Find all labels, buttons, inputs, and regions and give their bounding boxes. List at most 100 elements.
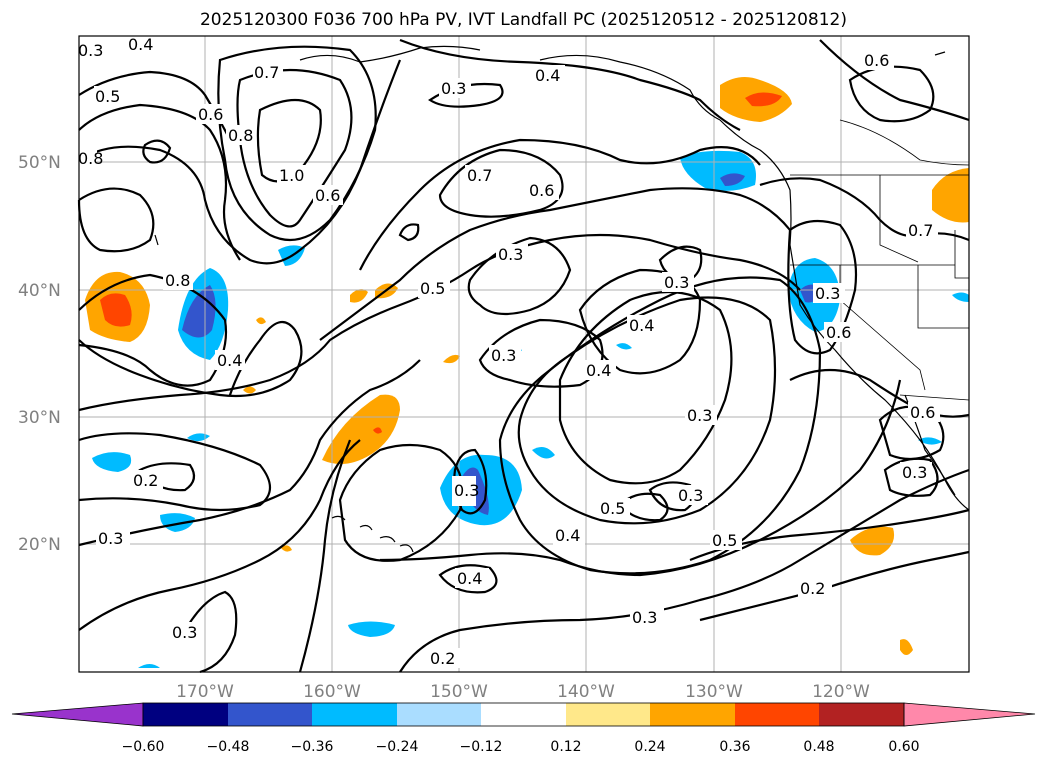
colorbar-tick: 0.60 [888,739,919,755]
lat-label: 50°N [18,153,61,173]
contour-label: 0.6 [315,186,340,205]
colorbar-extend-min [11,702,144,727]
lon-label: 150°W [430,682,488,702]
contour-label: 0.3 [172,623,197,642]
positive-core-west [100,293,132,327]
contour-label: 0.3 [632,608,657,627]
colorbar-segment [397,703,481,726]
negative-patch-6 [532,446,555,459]
negative-patch-2 [160,513,195,532]
contour-label: 0.2 [800,579,825,598]
shading-layer [85,76,969,668]
contour-label: 0.6 [864,51,889,70]
contour-label: 0.2 [133,471,158,490]
contour-label: 0.3 [664,273,689,292]
colorbar-segment [735,703,819,726]
positive-patch-4 [243,386,256,394]
map-title: 2025120300 F036 700 hPa PV, IVT Landfall… [199,10,847,30]
contour-label: 0.6 [529,181,554,200]
lon-label: 160°W [303,682,361,702]
contour-label: 0.5 [712,531,737,550]
positive-core-alaska [745,92,782,107]
positive-patch-6 [281,545,292,552]
lat-label: 40°N [18,281,61,301]
contour-label: 0.3 [491,346,516,365]
colorbar-extend-max [903,702,1036,727]
contour-label: 0.8 [228,126,253,145]
colorbar-segment [312,703,397,726]
contour-label: 0.8 [165,271,190,290]
colorbar-tick: −0.60 [122,739,165,755]
contour-label: 0.4 [586,361,611,380]
negative-patch-3 [348,621,395,637]
colorbar-tick: −0.36 [291,739,334,755]
longitude-axis: 170°W 160°W 150°W 140°W 130°W 120°W [176,682,870,702]
positive-core-center [373,427,382,434]
contour-label: 0.3 [78,41,103,60]
colorbar: −0.60 −0.48 −0.36 −0.24 −0.12 0.12 0.24 … [11,702,1036,755]
contour-label: 1.0 [279,166,304,185]
colorbar-tick: 0.24 [634,739,665,755]
contour-label: 0.5 [600,499,625,518]
colorbar-tick: −0.24 [376,739,419,755]
positive-patch-5 [256,317,266,325]
contour-label: 0.3 [98,529,123,548]
colorbar-segment [650,703,735,726]
negative-patch-11 [952,292,969,302]
contour-label: 0.7 [254,63,279,82]
contour-label: 0.4 [629,316,654,335]
coastlines [129,39,970,553]
lon-label: 170°W [176,682,234,702]
colorbar-tick: −0.12 [460,739,503,755]
contour-label: 0.3 [678,486,703,505]
contour-label: 0.5 [95,87,120,106]
contour-label: 0.4 [128,35,153,54]
negative-core-170w [182,285,216,338]
contour-label: 0.8 [78,149,103,168]
contour-label: 0.3 [441,79,466,98]
contour-label: 0.2 [430,649,455,668]
contour-label: 0.4 [535,66,560,85]
positive-anomaly-baja [850,526,895,556]
contour-label: 0.7 [467,166,492,185]
contour-label: 0.4 [217,351,242,370]
negative-patch-10 [918,437,942,445]
negative-patch-1 [92,452,132,472]
contour-label: 0.3 [454,481,479,500]
negative-patch-9 [187,433,210,442]
latitude-axis: 50°N 40°N 30°N 20°N [18,153,61,555]
contour-label: 0.6 [910,403,935,422]
contour-label: 0.4 [457,569,482,588]
colorbar-segment [819,703,904,726]
contour-label: 0.4 [555,526,580,545]
contour-label: 0.3 [902,463,927,482]
contour-label: 0.3 [815,284,840,303]
colorbar-tick: 0.12 [550,739,581,755]
contour-label: 0.7 [908,221,933,240]
colorbar-segment [228,703,312,726]
negative-patch-5 [138,664,160,668]
negative-core-bc [720,173,745,186]
negative-patch-8 [616,343,632,350]
colorbar-tick: 0.48 [803,739,834,755]
positive-patch-7 [900,639,913,655]
lon-label: 140°W [557,682,615,702]
colorbar-segment [481,703,566,726]
positive-anomaly-center [322,394,400,464]
lat-label: 20°N [18,535,61,555]
colorbar-tick: −0.48 [207,739,250,755]
contour-label: 0.3 [687,406,712,425]
positive-patch-3 [443,354,460,364]
contour-label: 0.6 [826,323,851,342]
positive-anomaly-east [932,168,969,223]
contour-label: 0.3 [498,245,523,264]
contour-label: 0.5 [420,279,445,298]
map-frame [78,35,970,673]
colorbar-tick: 0.36 [719,739,750,755]
lon-label: 130°W [685,682,743,702]
contour-label: 0.6 [198,105,223,124]
contour-labels: 0.3 0.4 0.5 0.7 0.6 0.8 1.0 0.6 0.3 0.4 … [77,35,940,668]
colorbar-segment [566,703,650,726]
lon-label: 120°W [812,682,870,702]
